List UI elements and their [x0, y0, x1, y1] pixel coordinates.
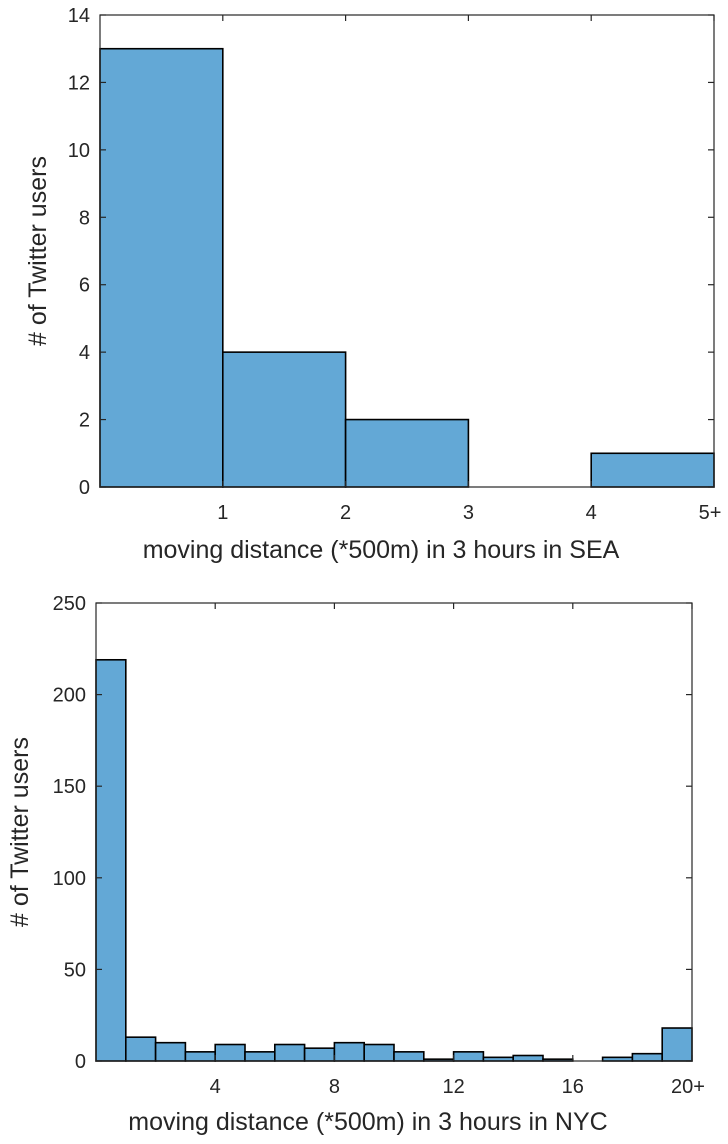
- y-tick-label: 0: [79, 477, 90, 499]
- plot-frame: [95, 602, 693, 1062]
- x-tick-label: 12: [442, 1076, 464, 1098]
- y-axis-label: # of Twitter users: [6, 737, 34, 927]
- histogram-bar: [222, 351, 347, 488]
- histogram-bar: [99, 47, 224, 488]
- histogram-bar: [631, 1052, 664, 1062]
- x-tick-label: 4: [210, 1076, 221, 1098]
- y-tick-label: 6: [79, 275, 90, 297]
- histogram-bar: [452, 1051, 485, 1062]
- histogram-bar: [125, 1036, 157, 1062]
- histogram-bar: [344, 418, 470, 488]
- y-tick-label: 2: [79, 410, 90, 432]
- x-axis-label: moving distance (*500m) in 3 hours in SE…: [143, 536, 620, 564]
- x-tick-label: 1: [217, 502, 228, 524]
- histogram-bar: [95, 658, 127, 1062]
- histogram-bar: [363, 1043, 395, 1062]
- y-tick-label: 14: [68, 5, 90, 27]
- histogram-bar: [393, 1051, 425, 1062]
- y-tick-label: 10: [68, 140, 90, 162]
- histogram-bar: [512, 1054, 544, 1062]
- x-tick-label: 4: [586, 502, 597, 524]
- x-axis-label: moving distance (*500m) in 3 hours in NY…: [128, 1108, 607, 1136]
- histogram-bar: [244, 1051, 276, 1062]
- y-tick-label: 50: [64, 959, 86, 981]
- y-axis-label: # of Twitter users: [24, 156, 52, 346]
- y-tick-label: 0: [75, 1051, 86, 1073]
- histogram-bar: [590, 452, 715, 488]
- histogram-bar: [154, 1041, 187, 1062]
- y-tick-label: 200: [53, 685, 86, 707]
- y-tick-label: 8: [79, 207, 90, 229]
- x-tick-label: 16: [562, 1076, 584, 1098]
- histogram-bar: [303, 1047, 336, 1062]
- y-tick-label: 150: [53, 776, 86, 798]
- histogram-bar: [184, 1051, 216, 1062]
- y-tick-label: 12: [68, 72, 90, 94]
- y-tick-label: 100: [53, 868, 86, 890]
- histogram-bar: [273, 1043, 306, 1062]
- plot-frame: [99, 14, 715, 488]
- x-tick-label: 5+: [699, 502, 722, 524]
- y-tick-label: 4: [79, 342, 90, 364]
- x-tick-label: 2: [340, 502, 351, 524]
- histogram-bar: [661, 1027, 693, 1062]
- chart-nyc-histogram: 0 50 100 150 200 250 4 8 12 16 20+ moving distance …: [6, 593, 705, 1136]
- histogram-bar: [214, 1043, 246, 1062]
- histogram-bar: [333, 1041, 365, 1062]
- y-tick-label: 250: [53, 593, 86, 615]
- x-tick-label: 20+: [671, 1076, 705, 1098]
- x-tick-label: 3: [463, 502, 474, 524]
- x-tick-label: 8: [329, 1076, 340, 1098]
